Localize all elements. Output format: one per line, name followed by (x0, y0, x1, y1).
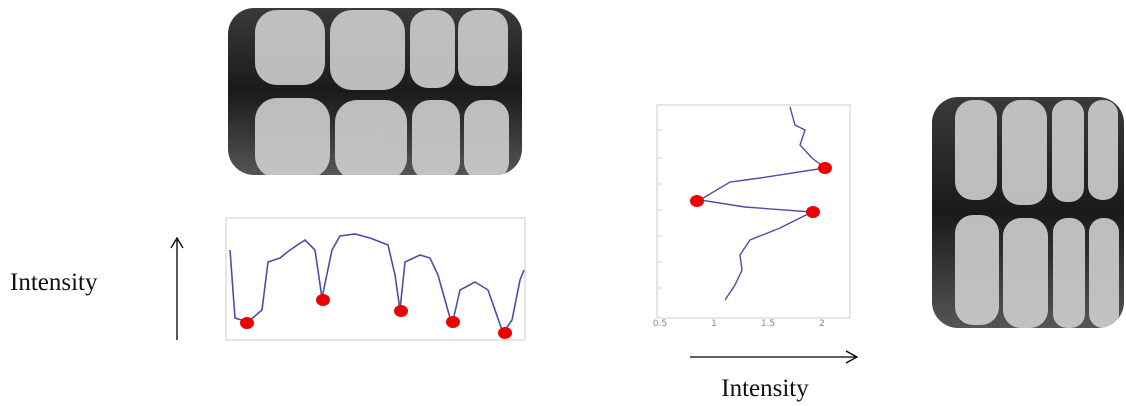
axis-label: Intensity (721, 375, 809, 402)
xray-image (932, 97, 1124, 328)
axis-label: Intensity (10, 269, 98, 296)
figure: Intensity 0.5 1 1.5 2 Intensity (0, 0, 1126, 406)
xray-image (228, 8, 522, 180)
profile-box (657, 105, 850, 318)
x-tick-label: 1 (711, 319, 717, 329)
x-tick-label: 0.5 (653, 319, 667, 329)
x-tick-label: 2 (819, 319, 825, 329)
page: Intensity 0.511.52 Intensity (() => { co… (0, 0, 1126, 406)
x-tick-label: 1.5 (761, 319, 775, 329)
profile-box (226, 218, 525, 340)
